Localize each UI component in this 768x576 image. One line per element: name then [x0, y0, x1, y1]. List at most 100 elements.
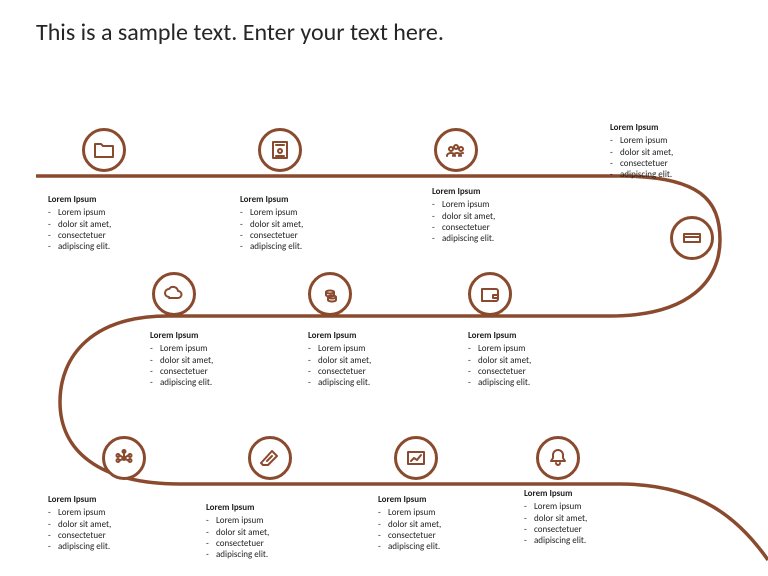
node-bullet: adipiscing elit.	[610, 169, 673, 180]
node-text: Lorem Ipsum Lorem ipsumdolor sit amet,con…	[378, 494, 441, 552]
page-title: This is a sample text. Enter your text h…	[36, 18, 444, 47]
node-bullet: adipiscing elit.	[468, 377, 531, 388]
node-text: Lorem Ipsum Lorem ipsumdolor sit amet,con…	[610, 122, 673, 180]
bell-icon	[546, 446, 570, 470]
node-bullet: consectetuer	[150, 366, 213, 377]
node-bullets: Lorem ipsumdolor sit amet,consectetuerad…	[524, 501, 587, 546]
node-text: Lorem Ipsum Lorem ipsumdolor sit amet,con…	[432, 186, 495, 244]
node-bell	[536, 436, 580, 480]
node-bullet: adipiscing elit.	[524, 535, 587, 546]
chart-icon	[404, 446, 428, 470]
node-bullets: Lorem ipsumdolor sit amet,consectetuerad…	[610, 135, 673, 180]
node-bullet: consectetuer	[468, 366, 531, 377]
node-text: Lorem Ipsum Lorem ipsumdolor sit amet,con…	[468, 330, 531, 388]
node-text: Lorem Ipsum Lorem ipsumdolor sit amet,con…	[48, 494, 111, 552]
node-bullet: dolor sit amet,	[206, 527, 269, 538]
node-heading: Lorem Ipsum	[240, 194, 303, 205]
node-bullet: Lorem ipsum	[308, 343, 371, 354]
node-bullet: dolor sit amet,	[524, 513, 587, 524]
node-bullet: Lorem ipsum	[432, 199, 495, 210]
node-bullet: consectetuer	[432, 222, 495, 233]
node-text: Lorem Ipsum Lorem ipsumdolor sit amet,con…	[48, 194, 111, 252]
node-heading: Lorem Ipsum	[206, 502, 269, 513]
node-bullet: adipiscing elit.	[378, 541, 441, 552]
node-bullet: adipiscing elit.	[308, 377, 371, 388]
node-heading: Lorem Ipsum	[308, 330, 371, 341]
node-bullet: adipiscing elit.	[150, 377, 213, 388]
node-bullet: Lorem ipsum	[468, 343, 531, 354]
node-bullets: Lorem ipsumdolor sit amet,consectetuerad…	[378, 507, 441, 552]
node-bullets: Lorem ipsumdolor sit amet,consectetuerad…	[240, 207, 303, 252]
node-bullet: adipiscing elit.	[206, 549, 269, 560]
node-bullets: Lorem ipsumdolor sit amet,consectetuerad…	[48, 207, 111, 252]
node-heading: Lorem Ipsum	[524, 488, 587, 499]
node-folder	[82, 128, 126, 172]
node-bullet: consectetuer	[240, 230, 303, 241]
node-heading: Lorem Ipsum	[610, 122, 673, 133]
node-heading: Lorem Ipsum	[432, 186, 495, 197]
node-badge	[258, 128, 302, 172]
node-bullets: Lorem ipsumdolor sit amet,consectetuerad…	[308, 343, 371, 388]
cloud-icon	[162, 282, 186, 306]
node-text: Lorem Ipsum Lorem ipsumdolor sit amet,con…	[206, 502, 269, 560]
node-bullet: Lorem ipsum	[610, 135, 673, 146]
node-heading: Lorem Ipsum	[48, 194, 111, 205]
node-bullet: Lorem ipsum	[524, 501, 587, 512]
node-bullet: consectetuer	[206, 538, 269, 549]
node-bullet: adipiscing elit.	[48, 541, 111, 552]
people-icon	[444, 138, 468, 162]
node-bullet: dolor sit amet,	[432, 211, 495, 222]
node-bullet: Lorem ipsum	[240, 207, 303, 218]
node-bullet: Lorem ipsum	[206, 515, 269, 526]
node-text: Lorem Ipsum Lorem ipsumdolor sit amet,con…	[308, 330, 371, 388]
node-bullets: Lorem ipsumdolor sit amet,consectetuerad…	[48, 507, 111, 552]
node-text: Lorem Ipsum Lorem ipsumdolor sit amet,con…	[524, 488, 587, 546]
node-bullets: Lorem ipsumdolor sit amet,consectetuerad…	[206, 515, 269, 560]
node-bullet: dolor sit amet,	[610, 147, 673, 158]
node-bullets: Lorem ipsumdolor sit amet,consectetuerad…	[432, 199, 495, 244]
coins-icon	[318, 282, 342, 306]
node-bullet: adipiscing elit.	[240, 241, 303, 252]
node-bullet: dolor sit amet,	[378, 519, 441, 530]
network-icon	[112, 446, 136, 470]
node-heading: Lorem Ipsum	[48, 494, 111, 505]
node-card	[670, 216, 714, 260]
node-bullets: Lorem ipsumdolor sit amet,consectetuerad…	[150, 343, 213, 388]
node-bullet: adipiscing elit.	[432, 233, 495, 244]
node-bullet: Lorem ipsum	[48, 507, 111, 518]
node-network	[102, 436, 146, 480]
node-heading: Lorem Ipsum	[468, 330, 531, 341]
node-heading: Lorem Ipsum	[150, 330, 213, 341]
node-bullets: Lorem ipsumdolor sit amet,consectetuerad…	[468, 343, 531, 388]
node-bullet: dolor sit amet,	[240, 219, 303, 230]
node-eraser	[248, 436, 292, 480]
node-bullet: Lorem ipsum	[48, 207, 111, 218]
node-bullet: consectetuer	[610, 158, 673, 169]
node-coins	[308, 272, 352, 316]
card-icon	[680, 226, 704, 250]
node-bullet: consectetuer	[308, 366, 371, 377]
wallet-icon	[478, 282, 502, 306]
node-bullet: dolor sit amet,	[150, 355, 213, 366]
node-bullet: dolor sit amet,	[308, 355, 371, 366]
node-bullet: consectetuer	[48, 230, 111, 241]
node-bullet: adipiscing elit.	[48, 241, 111, 252]
node-heading: Lorem Ipsum	[378, 494, 441, 505]
road-path	[0, 0, 768, 576]
node-people	[434, 128, 478, 172]
node-text: Lorem Ipsum Lorem ipsumdolor sit amet,con…	[150, 330, 213, 388]
folder-icon	[92, 138, 116, 162]
node-text: Lorem Ipsum Lorem ipsumdolor sit amet,con…	[240, 194, 303, 252]
node-bullet: dolor sit amet,	[468, 355, 531, 366]
badge-icon	[268, 138, 292, 162]
node-bullet: dolor sit amet,	[48, 219, 111, 230]
node-bullet: consectetuer	[48, 530, 111, 541]
node-bullet: consectetuer	[378, 530, 441, 541]
node-cloud	[152, 272, 196, 316]
node-chart	[394, 436, 438, 480]
node-bullet: dolor sit amet,	[48, 519, 111, 530]
eraser-icon	[258, 446, 282, 470]
node-bullet: Lorem ipsum	[150, 343, 213, 354]
node-bullet: consectetuer	[524, 524, 587, 535]
node-wallet	[468, 272, 512, 316]
